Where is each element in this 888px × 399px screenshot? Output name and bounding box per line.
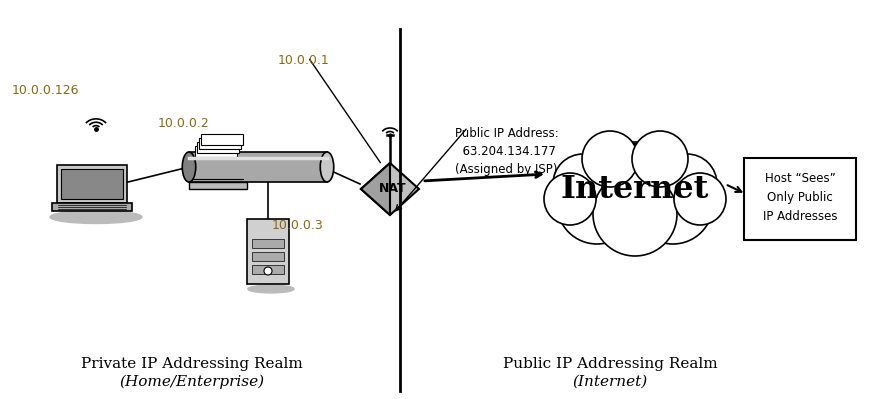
- FancyBboxPatch shape: [199, 138, 241, 148]
- Text: Internet: Internet: [561, 174, 710, 205]
- FancyBboxPatch shape: [252, 239, 284, 248]
- Circle shape: [632, 131, 688, 187]
- Text: Host “Sees”
Only Public
IP Addresses: Host “Sees” Only Public IP Addresses: [763, 172, 837, 223]
- Circle shape: [579, 138, 651, 210]
- Polygon shape: [361, 163, 390, 215]
- Text: 10.0.0.126: 10.0.0.126: [12, 84, 80, 97]
- FancyBboxPatch shape: [189, 152, 327, 182]
- FancyBboxPatch shape: [252, 265, 284, 274]
- FancyBboxPatch shape: [52, 203, 132, 211]
- FancyBboxPatch shape: [189, 182, 247, 189]
- Text: Public IP Addressing Realm: Public IP Addressing Realm: [503, 357, 718, 371]
- FancyBboxPatch shape: [744, 158, 856, 240]
- Circle shape: [582, 131, 638, 187]
- Ellipse shape: [50, 211, 142, 223]
- Polygon shape: [361, 163, 419, 215]
- Text: Private IP Addressing Realm: Private IP Addressing Realm: [81, 357, 303, 371]
- FancyBboxPatch shape: [60, 169, 123, 199]
- Circle shape: [657, 154, 717, 214]
- FancyBboxPatch shape: [201, 134, 243, 144]
- Text: Public IP Address:
  63.204.134.177
(Assigned by ISP): Public IP Address: 63.204.134.177 (Assig…: [455, 127, 559, 176]
- Text: NAT: NAT: [379, 182, 407, 196]
- Ellipse shape: [248, 285, 294, 293]
- Circle shape: [619, 138, 691, 210]
- FancyBboxPatch shape: [197, 142, 239, 152]
- FancyBboxPatch shape: [57, 165, 127, 203]
- Text: (Internet): (Internet): [573, 375, 647, 389]
- FancyBboxPatch shape: [252, 252, 284, 261]
- FancyBboxPatch shape: [247, 219, 289, 284]
- Text: 10.0.0.3: 10.0.0.3: [272, 219, 324, 232]
- Text: (Home/Enterprise): (Home/Enterprise): [120, 375, 265, 389]
- Circle shape: [583, 142, 687, 246]
- FancyBboxPatch shape: [195, 146, 237, 156]
- Circle shape: [553, 154, 613, 214]
- Circle shape: [544, 173, 596, 225]
- Circle shape: [264, 267, 272, 275]
- Text: 10.0.0.1: 10.0.0.1: [278, 54, 329, 67]
- Circle shape: [674, 173, 726, 225]
- FancyBboxPatch shape: [189, 154, 247, 180]
- Ellipse shape: [182, 152, 195, 182]
- Text: 10.0.0.2: 10.0.0.2: [158, 117, 210, 130]
- Circle shape: [633, 164, 713, 244]
- Ellipse shape: [321, 152, 334, 182]
- Circle shape: [557, 164, 637, 244]
- Circle shape: [593, 172, 677, 256]
